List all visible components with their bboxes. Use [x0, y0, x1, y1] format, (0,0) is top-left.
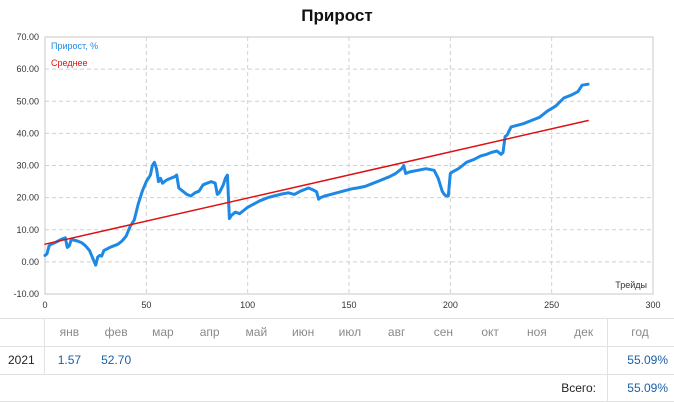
year-label: 2021 [8, 353, 35, 367]
y-tick-label: 50.00 [16, 96, 39, 106]
year-row-2021: 2021 1.57 52.70 55.09% [0, 346, 674, 374]
y-tick-label: -10.00 [13, 289, 39, 299]
year-total-header: год [631, 325, 649, 339]
y-tick-label: 0.00 [21, 257, 39, 267]
x-tick-label: 50 [141, 300, 151, 310]
growth-chart: -10.00 0.00 10.00 20.00 30.00 40.00 50.00 60.00… [13, 32, 660, 310]
y-tick-label: 40.00 [16, 128, 39, 138]
y-tick-label: 20.00 [16, 193, 39, 203]
x-tick-label: 150 [341, 300, 356, 310]
month-value [514, 346, 561, 374]
month-value [327, 346, 374, 374]
month-value: 1.57 [57, 353, 82, 367]
month-value [233, 346, 280, 374]
legend-entry: Прирост, % [51, 41, 98, 51]
chart-title: Прирост [301, 6, 373, 25]
month-header: янв [59, 325, 80, 339]
month-value [280, 346, 327, 374]
month-value [140, 346, 187, 374]
x-axis-label: Трейды [615, 280, 647, 290]
month-header: апр [199, 325, 220, 339]
average-series-line [44, 119, 589, 245]
month-header: май [245, 325, 268, 339]
total-label: Всего: [561, 381, 596, 395]
legend-entry: Среднее [51, 58, 88, 68]
monthly-results-table: янв фев мар апр май июн июл авг сен окт ноя дек год … [0, 318, 674, 402]
month-header: июл [338, 325, 362, 339]
month-header: июн [291, 325, 315, 339]
month-value [373, 346, 420, 374]
month-value [467, 346, 514, 374]
month-header: фев [104, 325, 128, 339]
x-tick-label: 250 [544, 300, 559, 310]
month-header: авг [387, 325, 406, 339]
month-value: 52.70 [101, 353, 132, 367]
month-value [560, 346, 607, 374]
month-header: мар [152, 325, 174, 339]
month-value [420, 346, 467, 374]
x-tick-label: 100 [240, 300, 255, 310]
x-tick-label: 200 [443, 300, 458, 310]
y-tick-label: 60.00 [16, 64, 39, 74]
month-value [186, 346, 233, 374]
y-tick-label: 70.00 [16, 32, 39, 42]
y-tick-label: 10.00 [16, 225, 39, 235]
growth-series-line [43, 82, 590, 267]
year-total-value: 55.09% [627, 353, 668, 367]
x-tick-label: 300 [645, 300, 660, 310]
month-header: дек [574, 325, 594, 339]
month-header: окт [481, 325, 499, 339]
x-tick-label: 0 [42, 300, 47, 310]
month-header: сен [433, 325, 454, 339]
total-value: 55.09% [627, 381, 668, 395]
month-header-row: янв фев мар апр май июн июл авг сен окт ноя дек год [0, 318, 674, 346]
y-tick-label: 30.00 [16, 161, 39, 171]
month-header: ноя [526, 325, 547, 339]
